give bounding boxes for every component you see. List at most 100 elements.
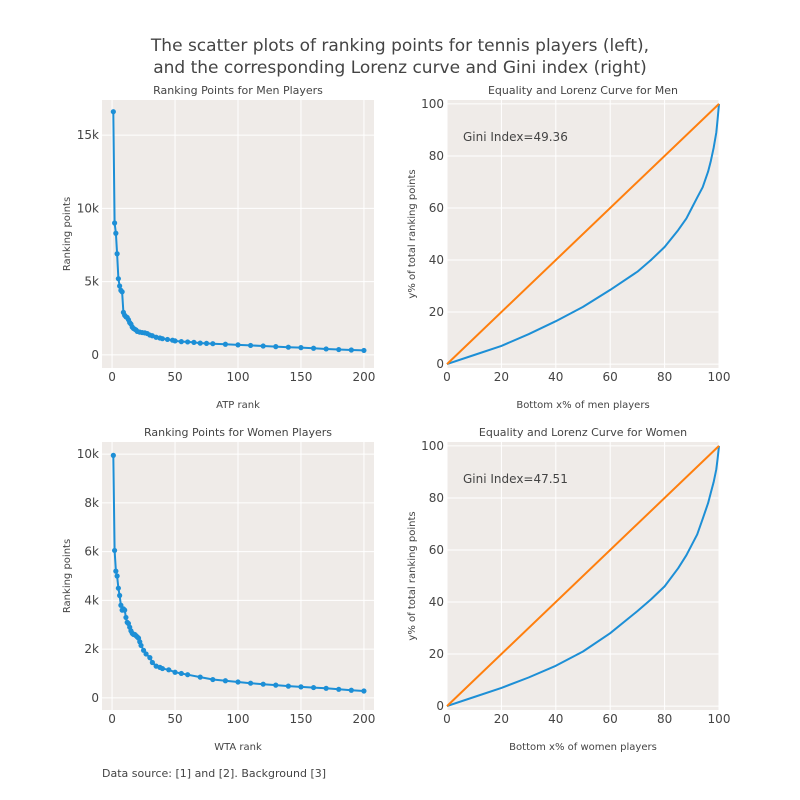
women-lorenz-y-tick-label: 0 [436, 699, 444, 713]
men-scatter-point [260, 343, 266, 349]
women-scatter-x-tick-label: 100 [227, 712, 250, 726]
women-lorenz-x-tick-label: 20 [494, 712, 509, 726]
women-lorenz-title: Equality and Lorenz Curve for Women [479, 426, 687, 439]
men-scatter-point [197, 340, 203, 346]
women-lorenz-x-tick-label: 0 [443, 712, 451, 726]
women-scatter-title: Ranking Points for Women Players [144, 426, 332, 439]
men-lorenz-y-axis-label: y% of total ranking points [407, 169, 418, 298]
women-scatter-point [138, 642, 144, 649]
men-scatter-y-tick-label: 15k [77, 128, 99, 142]
men-lorenz-y-tick-label: 80 [429, 149, 444, 163]
men-lorenz-x-tick-label: 100 [708, 370, 731, 384]
women-scatter-point [222, 678, 229, 684]
women-lorenz-x-axis-label: Bottom x% of women players [509, 742, 657, 753]
men-scatter-point [273, 344, 279, 350]
men-scatter-point [210, 341, 216, 347]
women-scatter-point [159, 665, 166, 672]
women-lorenz-y-tick-label: 40 [429, 595, 444, 609]
men-scatter-point [323, 346, 329, 352]
men-scatter-point [178, 339, 184, 345]
women-scatter-y-tick-label: 8k [84, 496, 99, 510]
women-scatter-point [323, 685, 329, 691]
men-scatter-title: Ranking Points for Men Players [153, 84, 323, 97]
men-lorenz-x-tick-label: 20 [494, 370, 509, 384]
men-scatter-point [110, 109, 116, 115]
men-scatter-point [348, 347, 354, 353]
women-scatter-point [113, 568, 119, 574]
men-scatter-point [117, 283, 123, 289]
men-scatter-point [336, 346, 342, 353]
men-scatter-point [285, 344, 291, 350]
women-scatter-point [298, 684, 304, 690]
women-scatter-point [247, 680, 254, 686]
women-scatter-point [273, 682, 279, 688]
men-scatter-point [164, 336, 171, 343]
women-scatter-x-tick-label: 200 [352, 712, 375, 726]
men-scatter-y-tick-label: 10k [77, 201, 99, 215]
men-lorenz-x-tick-label: 40 [548, 370, 563, 384]
men-lorenz-y-tick-label: 100 [421, 97, 444, 111]
women-scatter-point [185, 672, 191, 678]
men-scatter-point [298, 345, 304, 351]
men-scatter-point [114, 251, 120, 257]
men-scatter-point [247, 342, 254, 349]
men-lorenz-y-tick-label: 20 [429, 305, 444, 319]
women-scatter-point [143, 651, 149, 657]
men-scatter-x-tick-label: 50 [167, 370, 182, 384]
men-lorenz-gini-annotation: Gini Index=49.36 [463, 130, 568, 144]
women-scatter-point [123, 614, 129, 621]
women-lorenz-x-tick-label: 100 [708, 712, 731, 726]
women-scatter-point [235, 679, 241, 685]
men-scatter-point [119, 289, 125, 295]
men-lorenz-x-tick-label: 0 [443, 370, 451, 384]
men-lorenz-y-tick-label: 60 [429, 201, 444, 215]
women-lorenz-chart: 0 20 40 60 80 100 0 20 40 60 80 100 Equality and Lor… [407, 426, 730, 753]
women-scatter-point [197, 674, 203, 680]
women-scatter-point [348, 687, 354, 693]
women-scatter-point [140, 647, 147, 653]
men-scatter-point [191, 339, 197, 345]
women-lorenz-equality-line [446, 445, 720, 707]
women-scatter-y-tick-label: 4k [84, 593, 99, 607]
men-scatter-x-tick-label: 100 [227, 370, 250, 384]
women-scatter-point [336, 686, 342, 692]
women-scatter-point [111, 547, 118, 554]
women-scatter-y-tick-label: 0 [91, 691, 99, 705]
men-lorenz-x-tick-label: 80 [657, 370, 672, 384]
men-scatter-point [203, 340, 210, 346]
men-scatter-point [113, 230, 119, 236]
women-scatter-point [260, 681, 266, 687]
women-scatter-point [361, 688, 367, 694]
women-scatter-y-tick-label: 10k [77, 447, 99, 461]
women-scatter-point [147, 655, 153, 661]
women-lorenz-lorenz-curve [446, 445, 720, 708]
women-scatter-point [115, 585, 121, 591]
women-scatter-point [110, 452, 116, 458]
women-lorenz-y-tick-label: 100 [421, 439, 444, 453]
men-scatter-chart: 0 50 100 150 200 0 5k 10k 15k Ranking Points for … [62, 84, 375, 411]
men-lorenz-equality-line [446, 103, 720, 365]
men-scatter-x-axis-label: ATP rank [216, 400, 260, 411]
women-scatter-point [172, 669, 178, 675]
men-scatter-point [172, 338, 178, 344]
women-scatter-point [114, 573, 120, 579]
men-lorenz-chart: 0 20 40 60 80 100 0 20 40 60 80 100 Equality and Lor… [407, 84, 730, 411]
women-scatter-x-axis-label: WTA rank [214, 742, 262, 753]
women-lorenz-y-tick-label: 80 [429, 491, 444, 505]
women-scatter-y-tick-label: 2k [84, 642, 99, 656]
women-scatter-y-tick-label: 6k [84, 545, 99, 559]
men-scatter-point [111, 220, 118, 226]
women-lorenz-gini-annotation: Gini Index=47.51 [463, 472, 568, 486]
women-scatter-x-tick-label: 150 [290, 712, 313, 726]
figure-title-line2: and the corresponding Lorenz curve and G… [153, 58, 647, 78]
women-scatter-point [118, 602, 124, 608]
men-scatter-point [185, 339, 191, 345]
women-scatter-y-axis-label: Ranking points [62, 539, 73, 613]
women-scatter-point [149, 659, 155, 666]
men-scatter-point [361, 347, 367, 354]
data-source-note: Data source: [1] and [2]. Background [3] [102, 767, 326, 780]
women-lorenz-x-tick-label: 40 [548, 712, 563, 726]
men-lorenz-title: Equality and Lorenz Curve for Men [488, 84, 678, 97]
men-scatter-y-tick-label: 5k [84, 275, 99, 289]
